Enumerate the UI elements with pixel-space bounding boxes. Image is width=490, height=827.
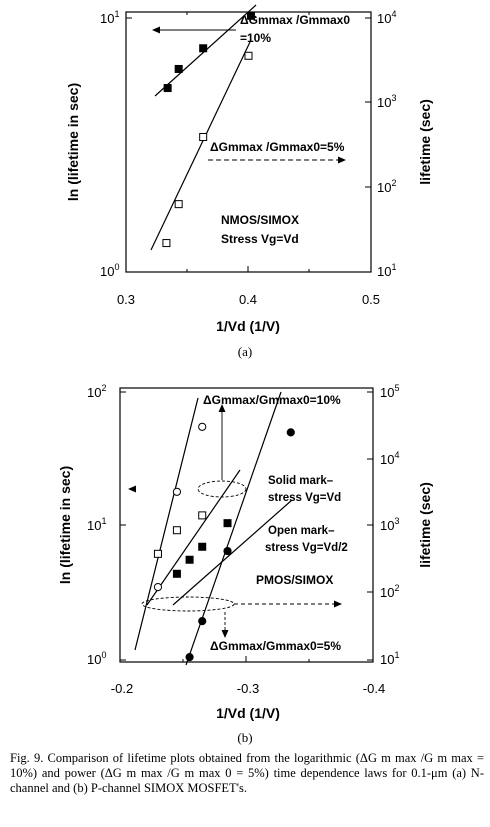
open-mark-ellipse [197,480,247,498]
panel-a-ticks [125,12,372,273]
panel-a-markers [162,11,255,248]
panel-a-annotation-top-line1: ΔGmmax /Gmmax0 [240,13,350,27]
x-tick-label: -0.3 [237,681,259,696]
y-left-tick-label: 100 [100,262,119,279]
open-square-marker [199,133,208,142]
y-right-tick-label: 104 [380,450,399,467]
caption-text: Fig. 9. Comparison of lifetime plots obt… [10,751,484,795]
x-tick-label: 0.5 [362,292,380,307]
panel-b-arrows [128,404,342,638]
left-arrowhead [152,26,160,34]
panel-b-x-label: 1/Vd (1/V) [216,705,280,721]
fit-line-filled-square [172,499,293,606]
panel-b-frame [119,387,374,663]
panel-b-solid-mark-line2: stress Vg=Vd [268,492,341,504]
panel-a-annotation-top-line2: =10% [240,31,271,45]
filled-square-marker [199,44,208,53]
panel-a-fit-line-open [150,41,251,251]
filled-square-marker [198,542,207,551]
panel-b-annotation-top: ΔGmmax/Gmmax0=10% [203,393,341,407]
panel-a-y-right-label: lifetime (sec) [417,99,433,185]
open-square-marker [153,549,162,558]
y-left-tick-label: 102 [87,383,106,400]
filled-square-marker [223,519,232,528]
panel-b-device-label: PMOS/SIMOX [256,573,333,587]
panel-a: 0.3 0.4 0.5 101 100 104 103 102 101 ln (… [65,4,433,359]
panel-b-solid-mark-line1: Solid mark– [268,475,334,487]
panel-b-label: (b) [237,730,252,745]
right-arrowhead [334,600,342,608]
y-left-tick-label: 100 [87,650,106,667]
panel-b-y-right-label: lifetime (sec) [417,482,433,568]
panel-b-ticks [119,391,374,662]
y-right-tick-label: 101 [377,262,396,279]
filled-square-marker [172,569,181,578]
up-arrowhead [218,404,226,412]
open-circle-marker [198,422,207,431]
y-right-tick-label: 102 [377,178,396,195]
panel-a-stress-label: Stress Vg=Vd [221,232,299,246]
filled-square-marker [246,11,255,20]
panel-b-open-mark-line1: Open mark– [268,525,335,537]
figure-caption: Fig. 9. Comparison of lifetime plots obt… [10,751,484,796]
panel-a-y-left-label: ln (lifetime in sec) [65,83,81,201]
y-left-tick-label: 101 [100,9,119,26]
filled-square-marker [185,555,194,564]
open-square-marker [244,51,253,60]
down-arrowhead [221,630,229,638]
panel-a-device-label: NMOS/SIMOX [221,213,299,227]
x-tick-label: 0.3 [117,292,135,307]
panel-b-open-mark-line2: stress Vg=Vd/2 [265,542,348,554]
filled-circle-marker [223,546,232,556]
filled-circle-marker [286,428,295,437]
filled-square-marker [163,84,172,93]
open-circle-marker [172,487,182,496]
filled-circle-marker [198,617,207,626]
filled-square-marker [174,64,183,73]
panel-a-x-label: 1/Vd (1/V) [216,318,280,334]
filled-mark-ellipse [141,596,235,612]
panel-b-markers [153,422,295,662]
panel-a-arrows [152,26,346,164]
x-tick-label: -0.4 [363,681,385,696]
y-right-tick-label: 101 [380,650,399,667]
panel-b: -0.2 -0.3 -0.4 102 101 100 105 104 103 1… [57,383,433,745]
fit-line-open-square [146,469,241,606]
panel-b-y-left-label: ln (lifetime in sec) [57,466,73,584]
y-right-tick-label: 105 [380,383,399,400]
open-square-marker [174,200,183,209]
y-right-tick-label: 103 [377,93,396,110]
y-right-tick-label: 104 [377,9,396,26]
y-left-tick-label: 101 [87,516,106,533]
open-square-marker [198,511,207,520]
open-circle-marker [153,582,163,592]
x-tick-label: -0.2 [111,681,133,696]
left-arrowhead [128,485,136,493]
panel-a-label: (a) [238,344,252,359]
panel-b-annotation-bottom: ΔGmmax/Gmmax0=5% [210,639,341,653]
x-tick-label: 0.4 [239,292,257,307]
open-square-marker [162,239,171,248]
open-square-marker [172,526,181,535]
panel-a-annotation-mid: ΔGmmax /Gmmax0=5% [210,140,345,154]
right-arrowhead [338,156,346,164]
fit-line-open-circle [134,397,199,651]
filled-circle-marker [185,653,194,662]
y-right-tick-label: 102 [380,583,399,600]
y-right-tick-label: 103 [380,516,399,533]
